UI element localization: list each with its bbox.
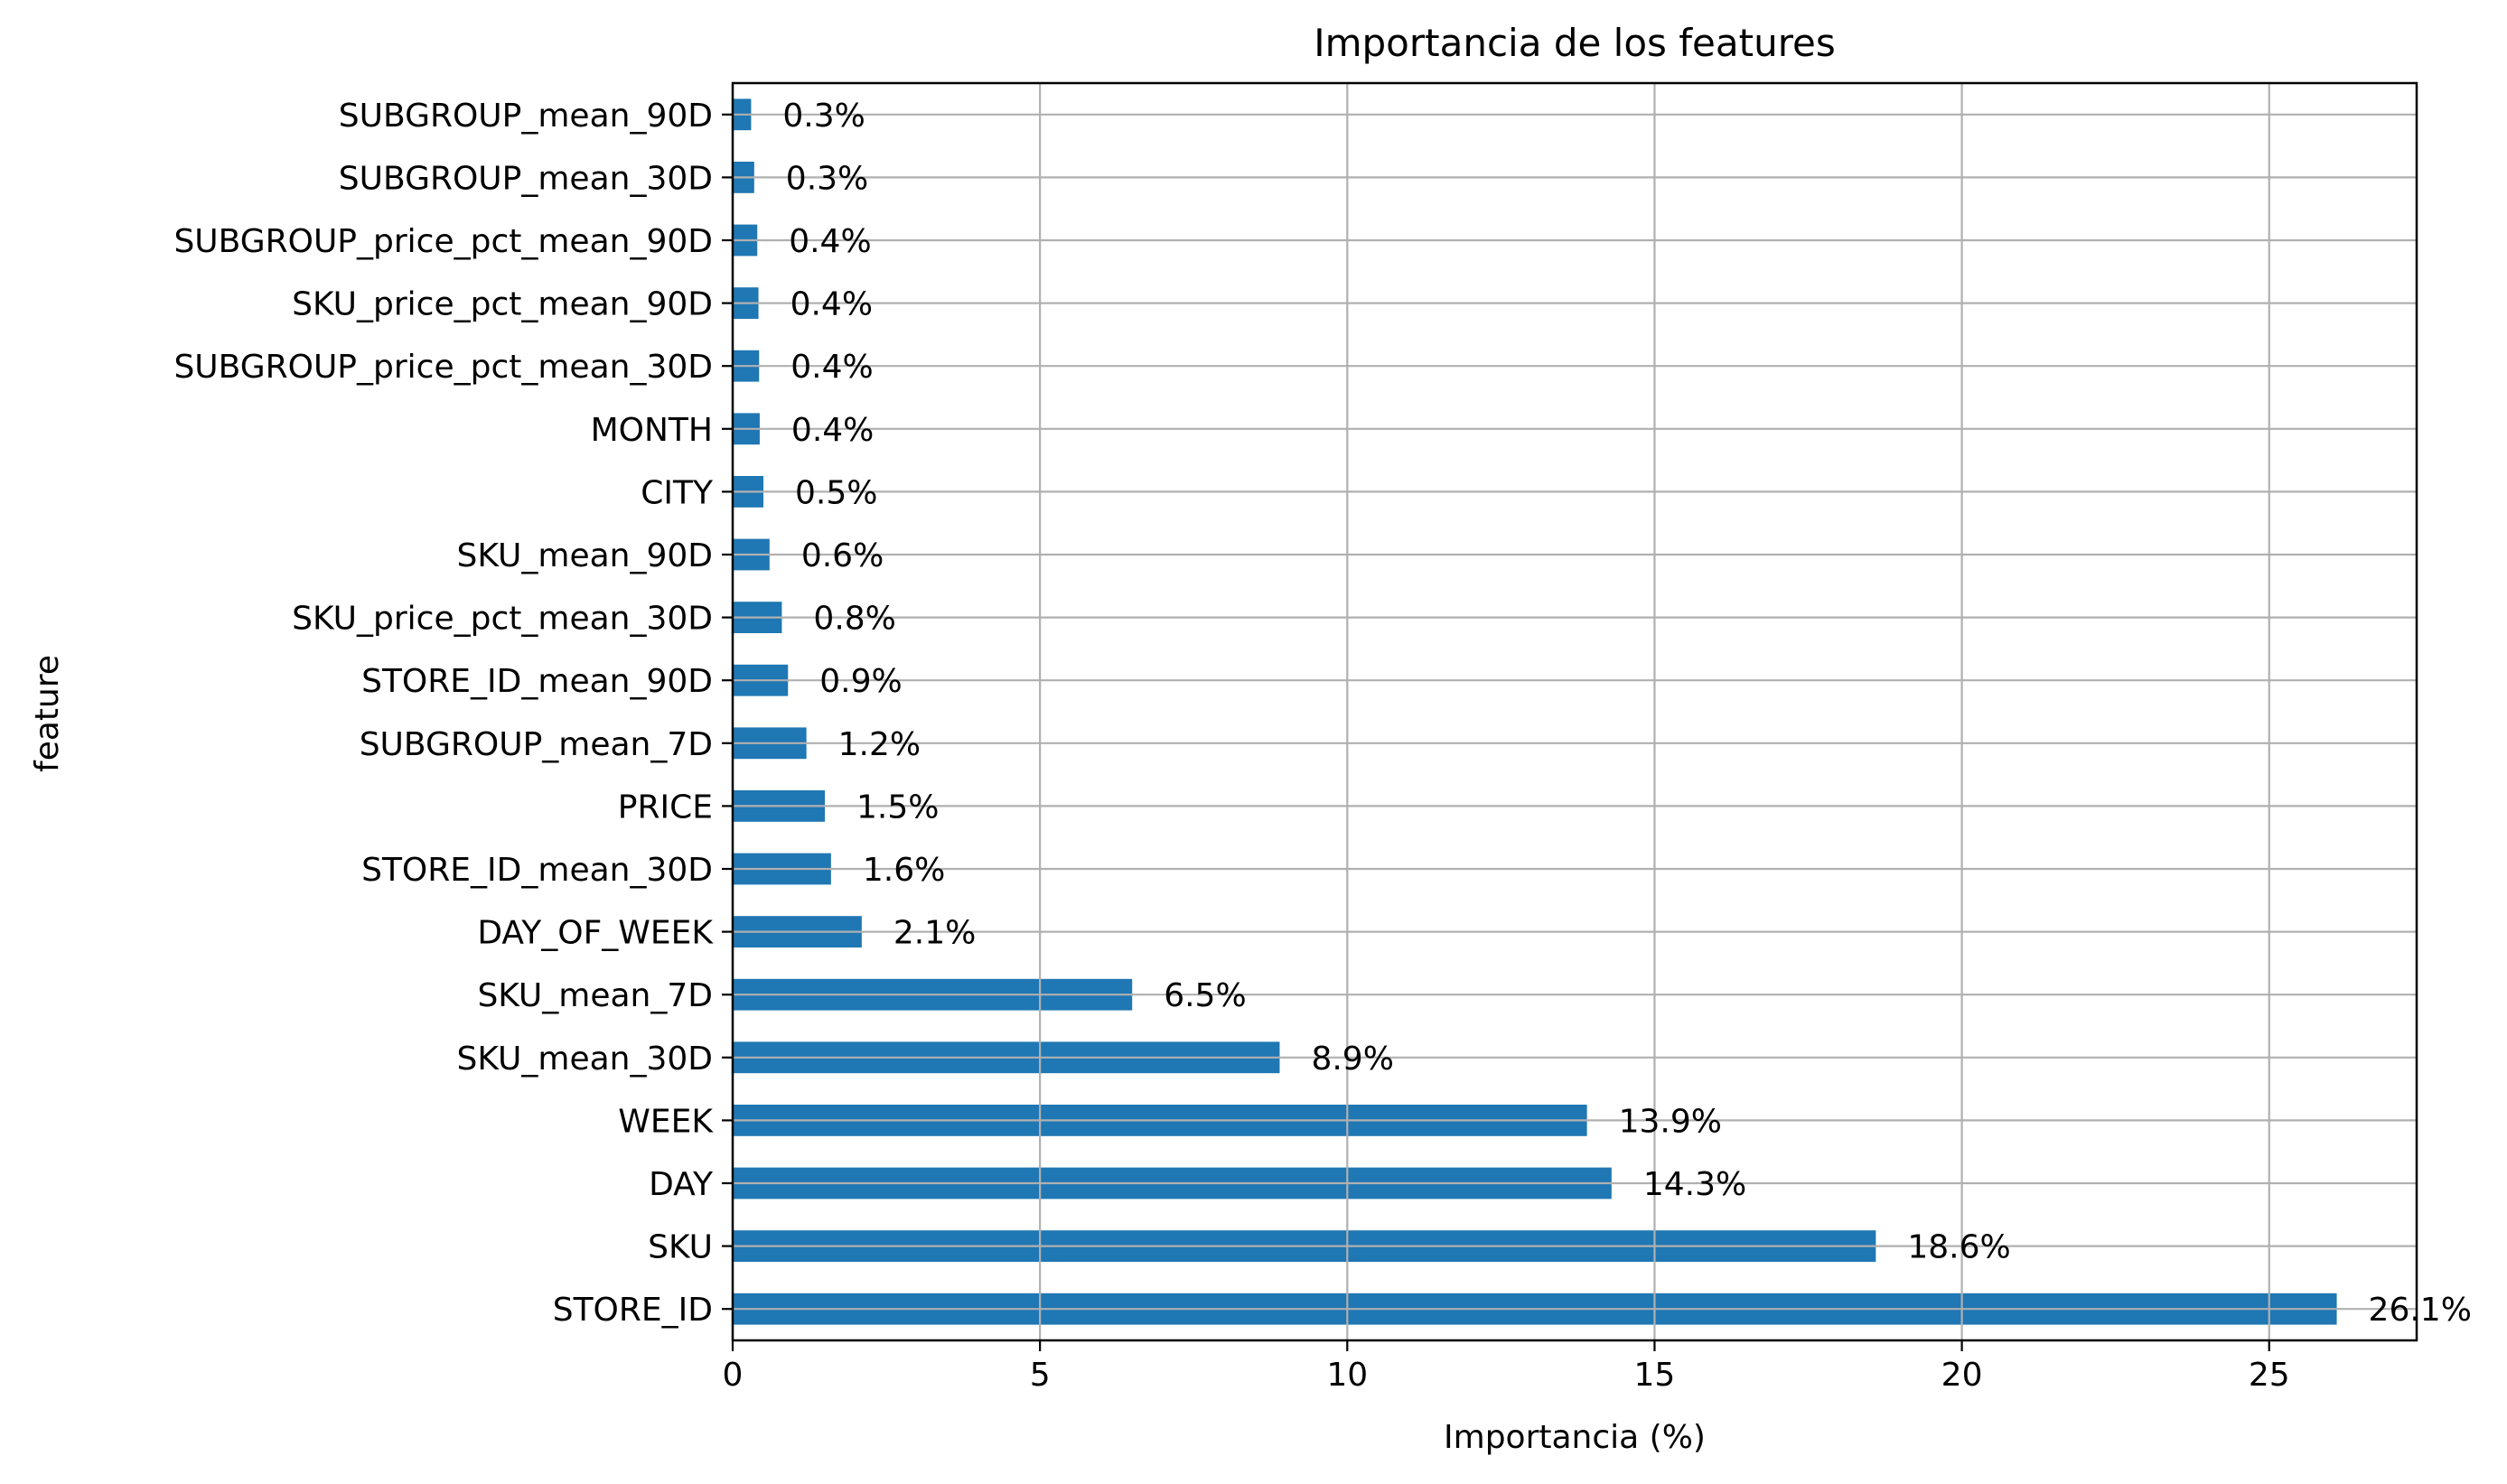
y-tick-label-15: SKU_mean_30D — [457, 1041, 713, 1078]
y-tick-label-16: WEEK — [618, 1103, 714, 1140]
y-tick-label-4: SUBGROUP_price_pct_mean_30D — [173, 349, 713, 386]
y-tick-label-0: SUBGROUP_mean_90D — [339, 98, 713, 135]
data-label-6: 0.5% — [795, 474, 877, 511]
x-tick-label-3: 15 — [1634, 1357, 1676, 1394]
data-label-4: 0.4% — [790, 349, 873, 386]
data-label-17: 14.3% — [1643, 1166, 1746, 1203]
y-tick-label-10: SUBGROUP_mean_7D — [360, 726, 713, 763]
data-label-14: 6.5% — [1164, 977, 1246, 1014]
data-label-2: 0.4% — [789, 223, 871, 260]
y-tick-label-7: SKU_mean_90D — [457, 537, 713, 574]
data-label-11: 1.5% — [856, 789, 939, 826]
y-tick-label-9: STORE_ID_mean_90D — [361, 663, 713, 700]
y-tick-label-3: SKU_price_pct_mean_90D — [292, 286, 713, 323]
data-label-5: 0.4% — [791, 412, 874, 449]
x-tick-label-1: 5 — [1030, 1357, 1051, 1394]
data-label-16: 13.9% — [1619, 1103, 1722, 1140]
data-label-1: 0.3% — [786, 160, 868, 197]
data-label-3: 0.4% — [790, 286, 873, 323]
data-label-19: 26.1% — [2369, 1292, 2472, 1329]
y-tick-label-2: SUBGROUP_price_pct_mean_90D — [173, 223, 713, 260]
x-tick-label-5: 25 — [2249, 1357, 2290, 1394]
data-label-0: 0.3% — [782, 98, 865, 135]
x-tick-label-4: 20 — [1941, 1357, 1983, 1394]
y-tick-label-14: SKU_mean_7D — [477, 977, 713, 1014]
y-tick-label-19: STORE_ID — [553, 1292, 713, 1329]
y-tick-label-8: SKU_price_pct_mean_30D — [292, 601, 713, 638]
y-axis-label: feature — [29, 655, 66, 772]
x-axis-ticks: 0 5 10 15 20 25 — [723, 1340, 2290, 1394]
data-label-12: 1.6% — [863, 852, 945, 889]
y-tick-label-1: SUBGROUP_mean_30D — [339, 160, 713, 197]
data-label-10: 1.2% — [838, 726, 921, 763]
y-axis-ticks: SUBGROUP_mean_90D SUBGROUP_mean_30D SUBGRO… — [173, 98, 733, 1329]
x-tick-label-2: 10 — [1326, 1357, 1368, 1394]
plot-frame — [731, 81, 2418, 1342]
y-tick-label-13: DAY_OF_WEEK — [477, 915, 714, 952]
chart-title: Importancia de los features — [1314, 21, 1836, 65]
x-tick-label-0: 0 — [723, 1357, 744, 1394]
data-label-18: 18.6% — [1907, 1229, 2010, 1266]
data-label-15: 8.9% — [1311, 1041, 1393, 1078]
y-tick-label-5: MONTH — [591, 412, 713, 449]
y-tick-label-17: DAY — [649, 1166, 714, 1203]
x-axis-label: Importancia (%) — [1444, 1419, 1706, 1456]
y-tick-label-18: SKU — [648, 1229, 713, 1266]
y-tick-label-11: PRICE — [618, 789, 713, 826]
data-label-7: 0.6% — [801, 537, 884, 574]
data-label-9: 0.9% — [819, 663, 902, 700]
data-label-13: 2.1% — [893, 915, 976, 952]
data-labels: 0.3% 0.3% 0.4% 0.4% 0.4% 0.4% 0.5% 0.6% 0.8% 0.9%… — [782, 98, 2472, 1329]
y-tick-label-6: CITY — [641, 474, 714, 511]
data-label-8: 0.8% — [813, 601, 895, 638]
y-tick-label-12: STORE_ID_mean_30D — [361, 852, 713, 889]
